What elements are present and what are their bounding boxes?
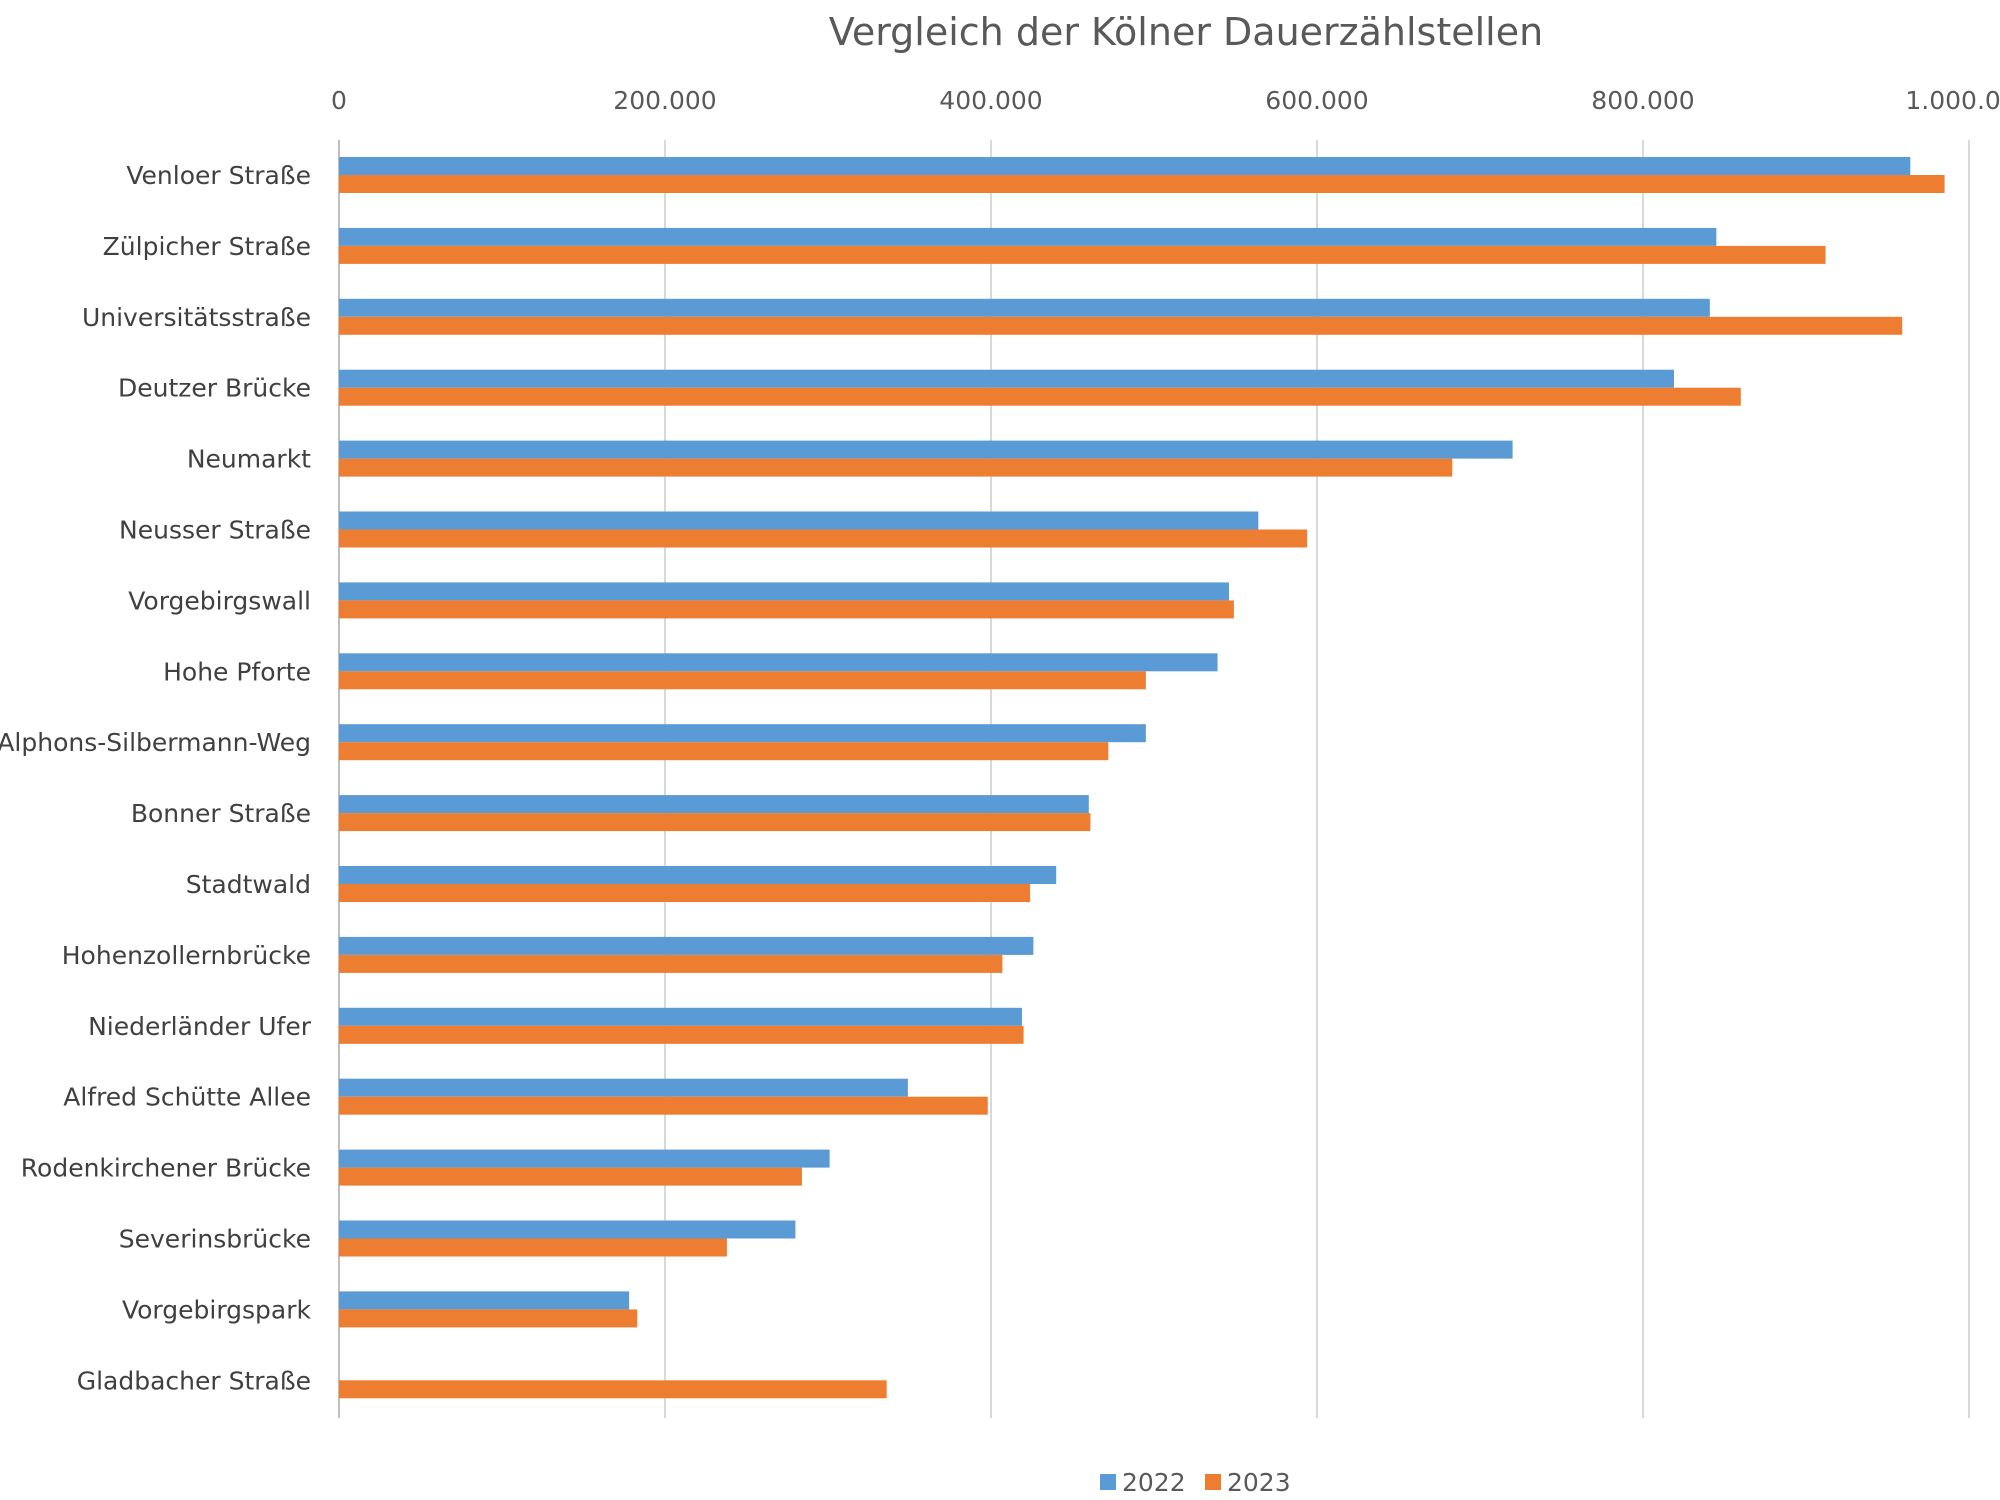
chart-title: Vergleich der Kölner Dauerzählstellen xyxy=(829,10,1543,54)
bar-2022 xyxy=(339,511,1259,530)
bar-2023 xyxy=(339,813,1091,832)
bar-2022 xyxy=(339,1220,796,1239)
legend-label: 2023 xyxy=(1227,1468,1291,1497)
x-tick-label: 200.000 xyxy=(613,86,716,115)
x-tick-label: 800.000 xyxy=(1591,86,1694,115)
bar-2023 xyxy=(339,1025,1024,1044)
bar-2022 xyxy=(339,936,1034,955)
bar-2023 xyxy=(339,884,1031,902)
bar-2022 xyxy=(339,1291,630,1310)
category-label: Universitätsstraße xyxy=(82,303,311,332)
bar-2023 xyxy=(339,742,1109,761)
legend-swatch-2022 xyxy=(1100,1474,1116,1490)
x-axis-ticks: 0 200.000 400.000 600.000 800.000 1.000.000 xyxy=(331,86,2000,115)
legend-label: 2022 xyxy=(1122,1468,1186,1497)
x-tick-label: 0 xyxy=(331,86,347,115)
bar-2023 xyxy=(339,1096,988,1115)
gridlines xyxy=(338,140,1970,1418)
legend: 2022 2023 xyxy=(1100,1468,1291,1497)
bar-2023 xyxy=(339,600,1234,619)
bar-2022 xyxy=(339,369,1674,388)
bar-2023 xyxy=(339,387,1741,406)
category-label: Rodenkirchener Brücke xyxy=(21,1154,311,1183)
category-label: Deutzer Brücke xyxy=(118,374,311,403)
bar-2022 xyxy=(339,795,1089,814)
bar-2022 xyxy=(339,440,1513,459)
bar-2022 xyxy=(339,653,1218,672)
bar-2023 xyxy=(339,1238,727,1257)
category-label: Vorgebirgswall xyxy=(128,586,311,615)
x-tick-label: 1.000.000 xyxy=(1905,86,2000,115)
category-label: Severinsbrücke xyxy=(119,1225,311,1254)
bar-2023 xyxy=(339,316,1903,335)
category-label: Hohenzollernbrücke xyxy=(62,941,311,970)
bars xyxy=(339,157,1945,1399)
x-tick-label: 400.000 xyxy=(939,86,1042,115)
category-label: Bonner Straße xyxy=(131,799,311,828)
category-label: Neumarkt xyxy=(187,445,311,474)
bar-2022 xyxy=(339,298,1710,317)
category-label: Stadtwald xyxy=(186,870,311,899)
category-label: Gladbacher Straße xyxy=(77,1366,311,1395)
category-label: Hohe Pforte xyxy=(163,657,311,686)
legend-swatch-2023 xyxy=(1205,1474,1221,1490)
category-label: Alphons-Silbermann-Weg xyxy=(0,728,311,757)
category-label: Vorgebirgspark xyxy=(122,1295,312,1324)
bar-2023 xyxy=(339,1380,887,1399)
bar-2023 xyxy=(339,245,1826,264)
bar-2023 xyxy=(339,954,1003,973)
bar-2022 xyxy=(339,227,1717,246)
bar-2022 xyxy=(339,1078,908,1097)
category-labels: Venloer Straße Zülpicher Straße Universitä… xyxy=(0,161,312,1395)
bar-2023 xyxy=(339,1309,638,1328)
category-label: Zülpicher Straße xyxy=(103,232,311,261)
bar-2022 xyxy=(339,582,1229,601)
bar-2023 xyxy=(339,529,1308,548)
bar-2023 xyxy=(339,1167,802,1186)
bar-2022 xyxy=(339,1149,830,1168)
bar-2023 xyxy=(339,175,1945,193)
bar-2022 xyxy=(339,724,1146,743)
bar-2023 xyxy=(339,458,1453,477)
x-tick-label: 600.000 xyxy=(1265,86,1368,115)
bar-2022 xyxy=(339,1007,1022,1026)
bar-2023 xyxy=(339,671,1146,690)
category-label: Venloer Straße xyxy=(126,161,311,190)
category-label: Neusser Straße xyxy=(119,516,311,545)
category-label: Alfred Schütte Allee xyxy=(63,1083,311,1112)
category-label: Niederländer Ufer xyxy=(88,1012,312,1041)
bar-2022 xyxy=(339,157,1911,175)
bar-2022 xyxy=(339,866,1057,884)
